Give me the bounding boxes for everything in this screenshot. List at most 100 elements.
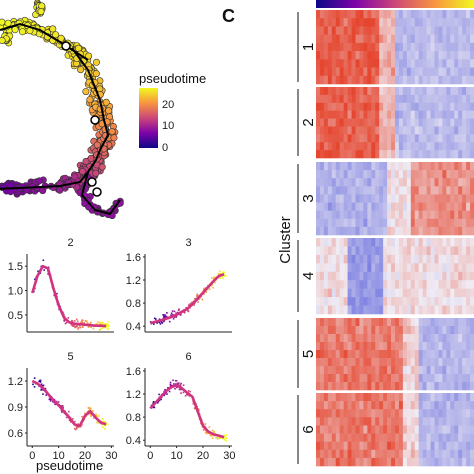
heatmap-cell [458,51,463,60]
heatmap-cell [418,87,423,96]
heatmap-cell [398,178,404,187]
heatmap-cell [466,441,471,451]
cell-point [79,167,87,175]
heatmap-cell [335,87,340,96]
heatmap-cell [402,67,408,77]
heatmap-cell [446,142,451,151]
heatmap-cell [410,186,416,195]
heatmap-cell [466,178,471,187]
heatmap-cell [371,288,376,298]
heatmap-cell [466,102,471,111]
heatmap-cell [406,18,412,27]
heatmap-cell [434,102,439,111]
heatmap-cell [458,401,463,410]
expression-point [101,327,103,330]
heatmap-cell [450,449,455,459]
heatmap-cell [434,42,439,52]
heatmap-cell [323,393,329,402]
heatmap-cell [402,401,408,410]
x-axis-label: pseudotime [36,458,103,473]
heatmap-cell [347,226,352,236]
heatmap-cell [331,59,337,68]
heatmap-cell [347,305,352,315]
heatmap-cell [430,218,435,228]
heatmap-cell [446,186,451,195]
heatmap-cell [422,18,427,27]
expression-point [80,321,82,324]
heatmap-cell [375,374,380,383]
heatmap-cell [391,425,396,434]
heatmap-cell [347,417,352,426]
heatmap-block-3 [316,162,474,236]
heatmap-cell [335,218,340,228]
expression-point [64,322,67,325]
heatmap-cell [343,18,348,27]
heatmap-cell [391,42,396,52]
heatmap-cell [379,126,384,135]
heatmap-cell [327,178,333,187]
heatmap-cell [470,226,474,236]
heatmap-cell [402,254,408,264]
heatmap-cell [323,102,329,111]
heatmap-cell [454,42,459,52]
heatmap-cell [422,401,427,410]
heatmap-cell [442,350,447,359]
heatmap-cell [414,142,419,151]
heatmap-cell [398,457,404,467]
heatmap-cell [406,401,412,410]
heatmap-cell [316,118,321,127]
heatmap-cell [316,449,321,459]
heatmap-cell [375,393,380,402]
heatmap-cell [319,409,325,418]
heatmap-cell [466,238,471,247]
heatmap-cell [331,26,337,35]
heatmap-cell [339,186,344,195]
expression-point [91,410,93,413]
heatmap-cell [339,87,344,96]
heatmap-cell [359,94,364,104]
heatmap-cell [335,271,340,281]
heatmap-cell [375,102,380,111]
heatmap-cell [319,246,325,256]
heatmap-cell [446,305,451,315]
heatmap-cell [414,358,419,367]
heatmap-cell [387,254,392,264]
heatmap-cell [339,263,344,273]
heatmap-cell [398,18,404,27]
heatmap-cell [327,449,333,459]
heatmap-cell [402,94,408,104]
heatmap-cell [319,194,325,203]
heatmap-cell [363,34,368,44]
heatmap-cell [319,457,325,467]
heatmap-cell [379,326,384,335]
heatmap-cell [367,51,372,60]
heatmap-cell [339,280,344,289]
heatmap-cell [355,18,360,27]
expression-point [87,326,90,328]
heatmap-cell [450,401,455,410]
heatmap-cell [323,210,329,220]
heatmap-cell [422,94,427,104]
heatmap-cell [316,142,321,151]
heatmap-cell [339,288,344,298]
heatmap-cell [387,51,392,60]
heatmap-cell [406,280,412,289]
heatmap-cell [450,210,455,220]
heatmap-cell [446,134,451,143]
heatmap-cell [438,425,443,434]
heatmap-cell [418,18,423,27]
heatmap-cell [347,425,352,434]
heatmap-cell [395,457,400,467]
expression-point [101,417,104,420]
heatmap-cell [339,42,344,52]
heatmap-cell [434,51,439,60]
heatmap-cell [335,374,340,383]
heatmap-cell [391,226,396,236]
heatmap-cell [426,150,431,159]
heatmap-cell [367,280,372,289]
heatmap-cell [402,297,408,306]
heatmap-cell [367,126,372,135]
heatmap-cell [414,51,419,60]
heatmap-cell [339,318,344,327]
